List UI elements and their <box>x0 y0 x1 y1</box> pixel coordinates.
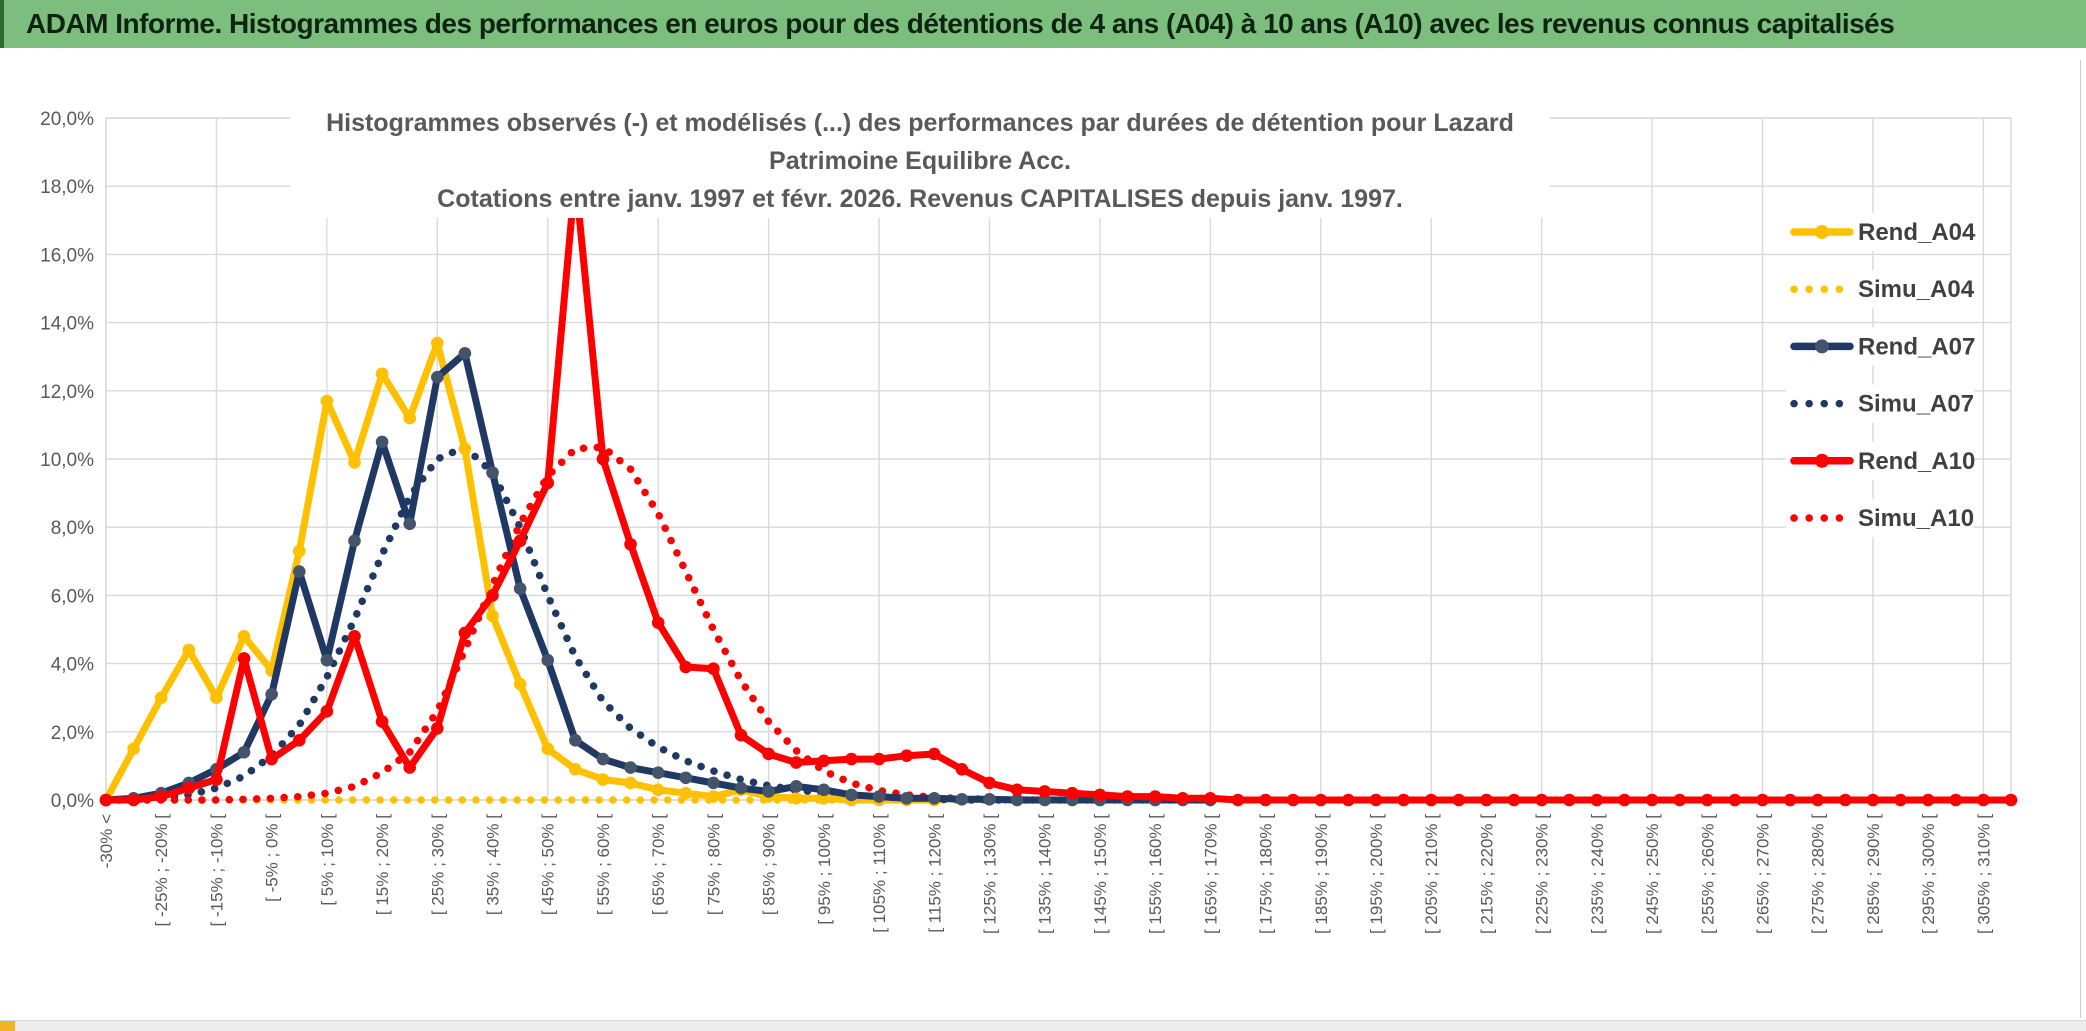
gridlines <box>105 117 2012 801</box>
svg-text:[ 115% ; 120% [: [ 115% ; 120% [ <box>925 814 944 933</box>
svg-text:[ 155% ; 160% [: [ 155% ; 160% [ <box>1146 814 1165 934</box>
svg-text:[ 25% ; 30% [: [ 25% ; 30% [ <box>428 814 447 915</box>
svg-text:[ 65% ; 70% [: [ 65% ; 70% [ <box>649 814 668 915</box>
legend: Rend_A04 Simu_A04 Rend_A07 Simu_A07 Rend_A10… <box>1786 213 1976 537</box>
legend-item-Simu_A07[interactable]: Simu_A07 <box>1786 384 1974 423</box>
legend-label-Simu_A04: Simu_A04 <box>1858 276 1975 303</box>
scrollbar-thumb[interactable] <box>0 1021 15 1031</box>
sheet-header-bar: ADAM Informe. Histogrammes des performan… <box>0 0 2086 48</box>
svg-text:[ 205% ; 210% [: [ 205% ; 210% [ <box>1422 814 1441 934</box>
svg-text:[ -15% ; -10% [: [ -15% ; -10% [ <box>207 814 226 927</box>
plot-svg: 20,0% 18,0% 16,0% 14,0% 12,0% 10,0% 8,0% 6,0% 4,… <box>40 60 2081 1018</box>
legend-item-Rend_A04[interactable]: Rend_A04 <box>1786 213 1976 251</box>
svg-text:8,0%: 8,0% <box>51 518 94 539</box>
svg-text:[ 35% ; 40% [: [ 35% ; 40% [ <box>484 814 503 915</box>
legend-label-Simu_A07: Simu_A07 <box>1858 391 1974 418</box>
svg-text:[ 185% ; 190% [: [ 185% ; 190% [ <box>1312 814 1331 934</box>
svg-text:6,0%: 6,0% <box>51 586 94 607</box>
svg-text:[ 15% ; 20% [: [ 15% ; 20% [ <box>373 814 392 915</box>
svg-text:[ 235% ; 240% [: [ 235% ; 240% [ <box>1588 814 1607 934</box>
svg-text:[ 255% ; 260% [: [ 255% ; 260% [ <box>1698 814 1717 934</box>
svg-text:[ 245% ; 250% [: [ 245% ; 250% [ <box>1643 814 1662 934</box>
svg-text:10,0%: 10,0% <box>40 450 94 471</box>
svg-text:[ 45% ; 50% [: [ 45% ; 50% [ <box>539 814 558 915</box>
legend-label-Simu_A10: Simu_A10 <box>1858 505 1974 532</box>
series-Simu_A10 <box>102 443 1215 804</box>
y-axis-labels: 20,0% 18,0% 16,0% 14,0% 12,0% 10,0% 8,0% 6,0% 4,… <box>40 109 94 812</box>
chart-title-line1: Histogrammes observés (-) et modélisés (… <box>326 109 1514 175</box>
svg-text:[ -5% ; 0% [: [ -5% ; 0% [ <box>263 814 282 902</box>
legend-label-Rend_A10: Rend_A10 <box>1858 448 1975 475</box>
svg-text:18,0%: 18,0% <box>40 177 94 198</box>
svg-text:[ 285% ; 290% [: [ 285% ; 290% [ <box>1864 814 1883 934</box>
svg-text:[ 5% ; 10% [: [ 5% ; 10% [ <box>318 814 337 906</box>
chart-canvas[interactable]: Histogrammes observés (-) et modélisés (… <box>0 48 2086 1020</box>
legend-label-Rend_A07: Rend_A07 <box>1858 333 1975 360</box>
legend-label-Rend_A04: Rend_A04 <box>1858 219 1976 246</box>
svg-text:[ 145% ; 150% [: [ 145% ; 150% [ <box>1091 814 1110 934</box>
legend-item-Rend_A07[interactable]: Rend_A07 <box>1786 327 1975 366</box>
svg-text:[ 75% ; 80% [: [ 75% ; 80% [ <box>704 814 723 915</box>
svg-text:[ -25% ; -20% [: [ -25% ; -20% [ <box>152 814 171 927</box>
svg-text:[ 135% ; 140% [: [ 135% ; 140% [ <box>1036 814 1055 934</box>
svg-text:[ 55% ; 60% [: [ 55% ; 60% [ <box>594 814 613 915</box>
svg-text:0,0%: 0,0% <box>51 791 94 812</box>
x-axis-labels: -30% < [ -25% ; -20% [ [ -15% ; -10% [ [ -5… <box>97 814 1993 934</box>
svg-text:2,0%: 2,0% <box>51 723 94 744</box>
legend-item-Simu_A10[interactable]: Simu_A10 <box>1786 499 1974 537</box>
svg-text:12,0%: 12,0% <box>40 382 94 403</box>
series-Rend_A10 <box>99 169 2018 807</box>
svg-text:[ 295% ; 300% [: [ 295% ; 300% [ <box>1919 814 1938 934</box>
svg-text:[ 305% ; 310% [: [ 305% ; 310% [ <box>1974 814 1993 934</box>
svg-text:[ 195% ; 200% [: [ 195% ; 200% [ <box>1367 814 1386 934</box>
svg-text:[ 105% ; 110% [: [ 105% ; 110% [ <box>870 814 889 933</box>
svg-text:4,0%: 4,0% <box>51 655 94 676</box>
sheet-title: ADAM Informe. Histogrammes des performan… <box>26 8 1895 39</box>
chart-title: Histogrammes observés (-) et modélisés (… <box>290 104 1550 218</box>
svg-text:[ 225% ; 230% [: [ 225% ; 230% [ <box>1533 814 1552 934</box>
svg-text:[ 215% ; 220% [: [ 215% ; 220% [ <box>1477 814 1496 934</box>
chart-title-line2: Cotations entre janv. 1997 et févr. 2026… <box>437 185 1403 213</box>
svg-text:[ 85% ; 90% [: [ 85% ; 90% [ <box>760 814 779 915</box>
svg-text:[ 165% ; 170% [: [ 165% ; 170% [ <box>1201 814 1220 934</box>
horizontal-scrollbar[interactable] <box>0 1020 2086 1031</box>
svg-text:16,0%: 16,0% <box>40 245 94 266</box>
svg-text:[ 275% ; 280% [: [ 275% ; 280% [ <box>1809 814 1828 934</box>
svg-text:14,0%: 14,0% <box>40 314 94 335</box>
svg-text:-30% <: -30% < <box>97 814 116 868</box>
svg-text:20,0%: 20,0% <box>40 109 94 130</box>
legend-item-Simu_A04[interactable]: Simu_A04 <box>1786 270 1975 309</box>
svg-text:[ 125% ; 130% [: [ 125% ; 130% [ <box>980 814 999 934</box>
legend-item-Rend_A10[interactable]: Rend_A10 <box>1786 441 1975 480</box>
svg-text:[ 95% ; 100% [: [ 95% ; 100% [ <box>815 814 834 925</box>
svg-text:[ 265% ; 270% [: [ 265% ; 270% [ <box>1754 814 1773 934</box>
svg-text:[ 175% ; 180% [: [ 175% ; 180% [ <box>1257 814 1276 934</box>
series-Rend_A04 <box>99 336 941 807</box>
